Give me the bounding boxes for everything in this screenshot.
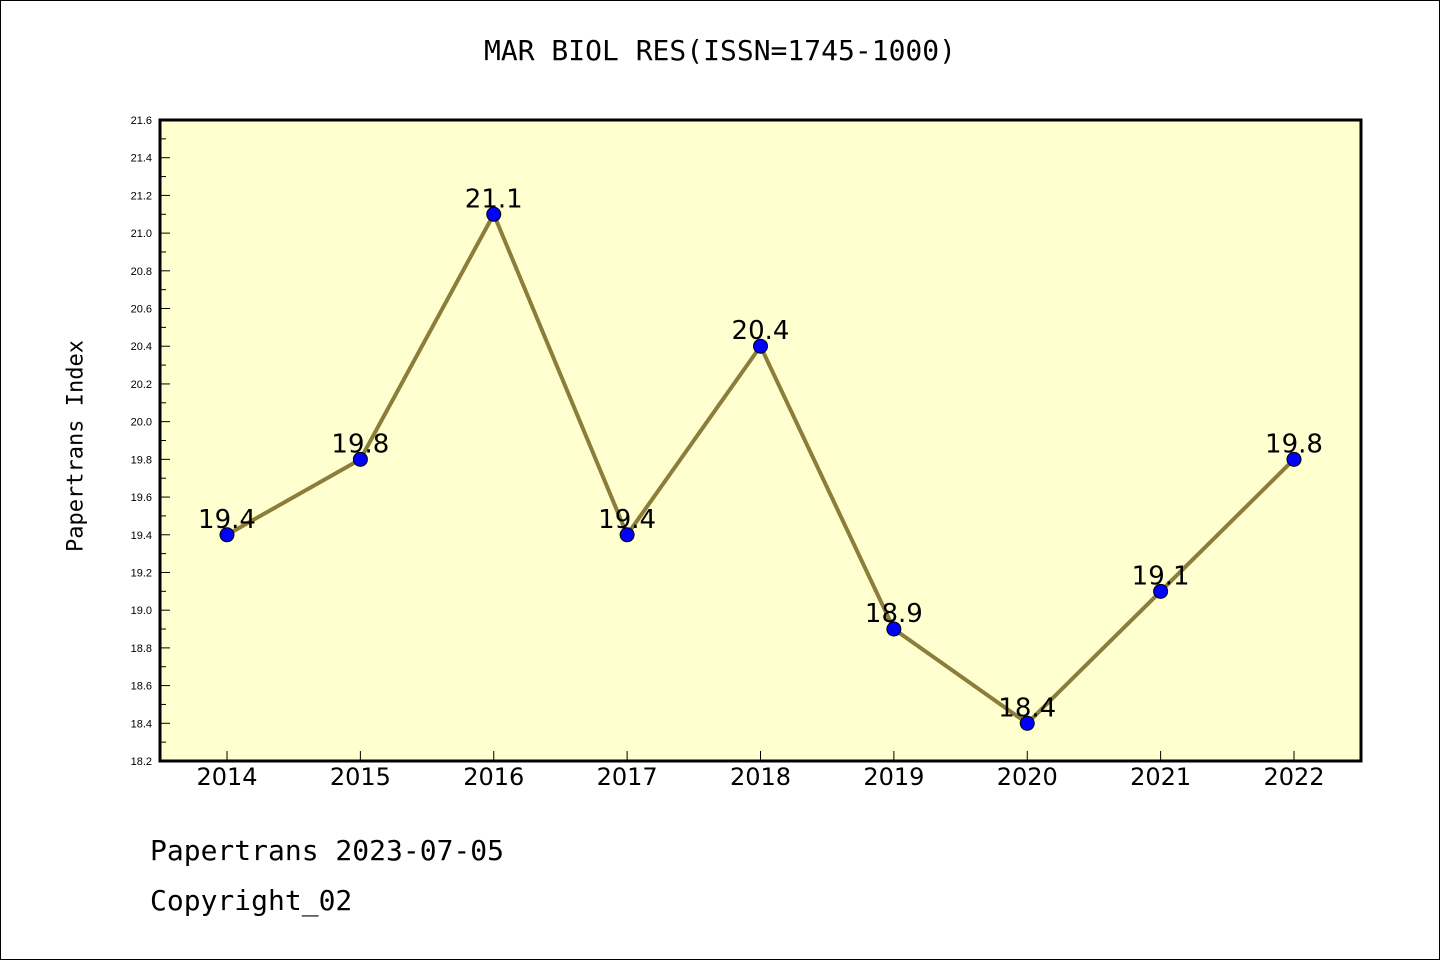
footer-date: Papertrans 2023-07-05 [150,834,505,867]
y-tick-label: 19.0 [131,605,152,617]
data-label: 19.1 [1132,561,1190,591]
y-tick-label: 18.2 [131,756,152,768]
y-tick-label: 21.0 [131,228,152,240]
data-point [1019,715,1035,731]
y-tick-label: 18.4 [131,718,152,730]
data-point [1153,583,1169,599]
y-tick-label: 18.8 [131,643,152,655]
y-tick-label: 19.6 [131,492,152,504]
data-label: 21.1 [465,184,523,214]
x-tick-label: 2019 [863,763,924,791]
x-tick-label: 2021 [1130,763,1191,791]
data-label: 19.4 [198,505,256,535]
data-label: 18.9 [865,599,923,629]
data-label: 18.4 [998,693,1056,723]
y-tick-label: 18.6 [131,681,152,693]
footer-copyright: Copyright_02 [150,884,353,917]
x-tick-label: 2015 [330,763,391,791]
y-tick-label: 21.4 [131,153,152,165]
x-tick-label: 2016 [463,763,524,791]
y-tick-label: 19.4 [131,530,152,542]
chart-title: MAR BIOL RES(ISSN=1745-1000) [483,34,956,67]
data-point [886,621,902,637]
x-axis: 2014 2015 2016 2017 2018 2019 2020 2021 2022 [196,751,1325,791]
data-labels: 19.4 19.8 21.1 19.4 20.4 18.9 18.4 19.1 19.8 [198,184,1323,723]
data-point [1286,451,1302,467]
data-point [352,451,368,467]
y-tick-label: 20.4 [131,341,152,353]
y-axis: 18.2 18.4 18.6 18.8 19.0 19.2 19.4 19.6 19.8 20.0… [131,115,170,768]
y-tick-label: 19.2 [131,567,152,579]
x-tick-label: 2020 [997,763,1058,791]
y-tick-label: 20.8 [131,266,152,278]
y-tick-label: 20.2 [131,379,152,391]
y-tick-label: 19.8 [131,454,152,466]
data-label: 19.8 [331,429,389,459]
x-tick-label: 2017 [597,763,658,791]
x-tick-label: 2014 [196,763,257,791]
y-tick-label: 20.0 [131,417,152,429]
plot-area [158,118,1363,763]
data-label: 20.4 [732,316,790,346]
data-point [619,527,635,543]
data-point [486,206,502,222]
y-tick-label: 20.6 [131,304,152,316]
data-label: 19.8 [1265,429,1323,459]
data-point [753,338,768,354]
y-tick-label: 21.6 [131,115,152,127]
x-tick-label: 2018 [730,763,791,791]
series-group [219,206,1302,731]
data-point [219,527,235,543]
y-tick-label: 21.2 [131,190,152,202]
x-tick-label: 2022 [1263,763,1324,791]
data-label: 19.4 [598,505,656,535]
